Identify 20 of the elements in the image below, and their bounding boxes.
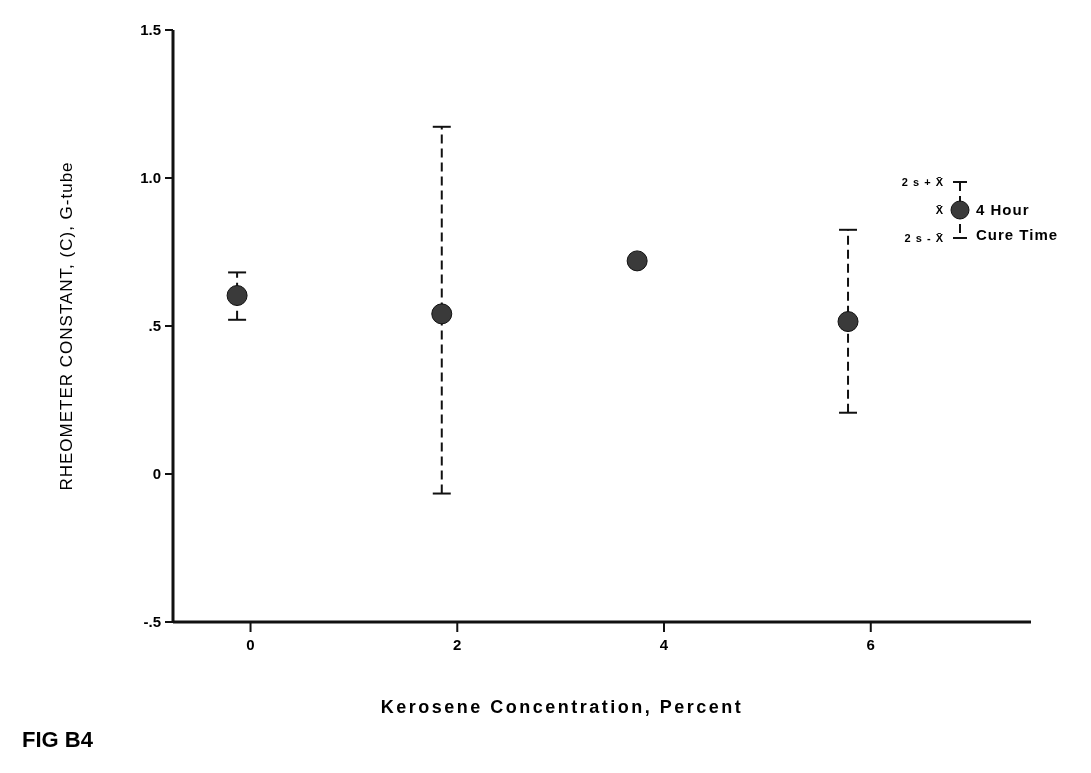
point xyxy=(626,250,648,272)
x-tick-label: 0 xyxy=(246,636,255,653)
y-axis-title: RHEOMETER CONSTANT, (C), G-tube xyxy=(57,161,76,491)
x-tick-label: 4 xyxy=(659,636,669,653)
x-tick-label: 6 xyxy=(866,636,875,653)
annotation: 2 s - X̄ xyxy=(904,232,944,244)
y-tick-label: .5 xyxy=(148,317,161,335)
point xyxy=(431,303,453,325)
x-tick-label: 2 xyxy=(453,636,462,653)
point xyxy=(226,285,248,307)
y-tick-label: 0 xyxy=(152,465,161,483)
annotation: 2 s + X̄ xyxy=(901,176,944,188)
caption: FIG B4 xyxy=(22,727,94,752)
legend-label: 4 Hour Cure Time xyxy=(976,201,1059,243)
annotation: X̄ xyxy=(935,204,944,216)
point xyxy=(837,311,859,333)
y-tick-label: 1.0 xyxy=(140,169,161,187)
y-tick-label: -.5 xyxy=(143,613,161,631)
y-tick-label: 1.5 xyxy=(140,21,161,39)
x-axis-title: Kerosene Concentration, Percent xyxy=(380,697,744,717)
